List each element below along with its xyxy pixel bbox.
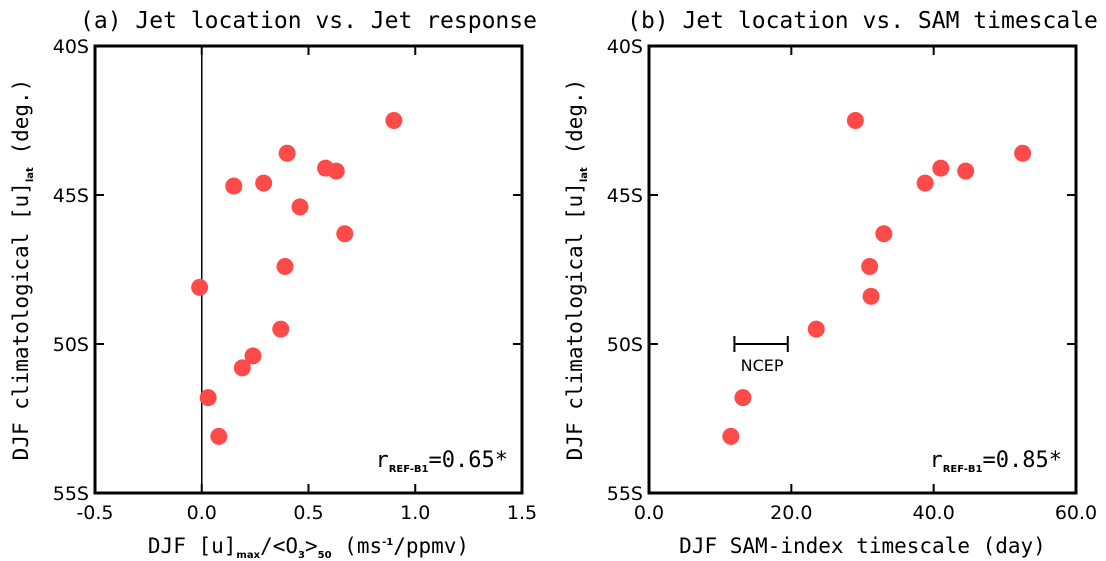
chart-title: (b) Jet location vs. SAM timescale [627,8,1098,34]
correlation-label: rREF-B1=0.85* [929,448,1062,475]
data-point [957,162,975,180]
data-point [385,112,403,129]
data-point [807,320,825,338]
correlation-label: rREF-B1=0.65* [375,448,508,475]
data-point [291,198,309,216]
data-point [862,287,880,305]
data-point [191,278,209,296]
data-point [244,347,262,365]
chart-title: (a) Jet location vs. Jet response [80,8,537,34]
data-point [932,159,950,177]
data-point [210,427,228,445]
data-point [336,225,354,243]
data-point [1014,144,1032,162]
data-point [916,174,934,192]
x-axis-label: DJF SAM-index timescale (day) [679,534,1046,558]
range-bar-label: NCEP [741,356,784,375]
y-tick-label: 45S [607,185,643,207]
y-tick-label: 45S [53,185,89,207]
data-point [276,258,294,276]
data-point [861,258,879,276]
x-tick-label: 0.0 [187,502,217,524]
data-point [225,177,243,195]
data-point [272,320,290,338]
x-tick-label: 1.5 [507,502,537,524]
data-point [734,389,752,407]
y-tick-label: 50S [53,334,89,356]
y-tick-label: 55S [607,483,643,505]
x-tick-label: 40.0 [913,502,955,524]
x-tick-label: 0.0 [634,502,664,524]
data-point [233,359,251,377]
y-tick-label: 50S [607,334,643,356]
y-tick-label: 40S [53,36,89,58]
data-point [327,162,345,180]
x-tick-label: 1.0 [400,502,430,524]
data-point [255,174,273,192]
y-tick-label: 55S [53,483,89,505]
x-axis-label: DJF [u]max/<O3>50 (ms-1/ppmv) [148,534,469,561]
x-tick-label: 60.0 [1055,502,1097,524]
y-axis-label: DJF climatological [u]lat (deg.) [563,79,590,461]
data-point [199,389,217,407]
panel-a: -0.5 0.0 0.5 1.0 1.5 40S 45S 50S 55S (a) Jet loca… [9,8,537,561]
plot-frame [93,44,524,495]
panel-b: NCEP 0.0 20.0 40.0 60.0 40S 45S 50S 55S (b) Jet l… [563,8,1098,558]
y-tick-label: 40S [607,36,643,58]
x-tick-label: -0.5 [76,502,113,524]
data-point [875,225,893,243]
data-point [278,144,296,162]
y-axis-label: DJF climatological [u]lat (deg.) [9,79,36,461]
x-tick-label: 20.0 [770,502,812,524]
data-point [722,427,740,445]
data-point [846,112,864,129]
ncep-range-bar: NCEP [733,336,789,375]
x-tick-label: 0.5 [293,502,323,524]
plot-frame [647,44,1078,495]
